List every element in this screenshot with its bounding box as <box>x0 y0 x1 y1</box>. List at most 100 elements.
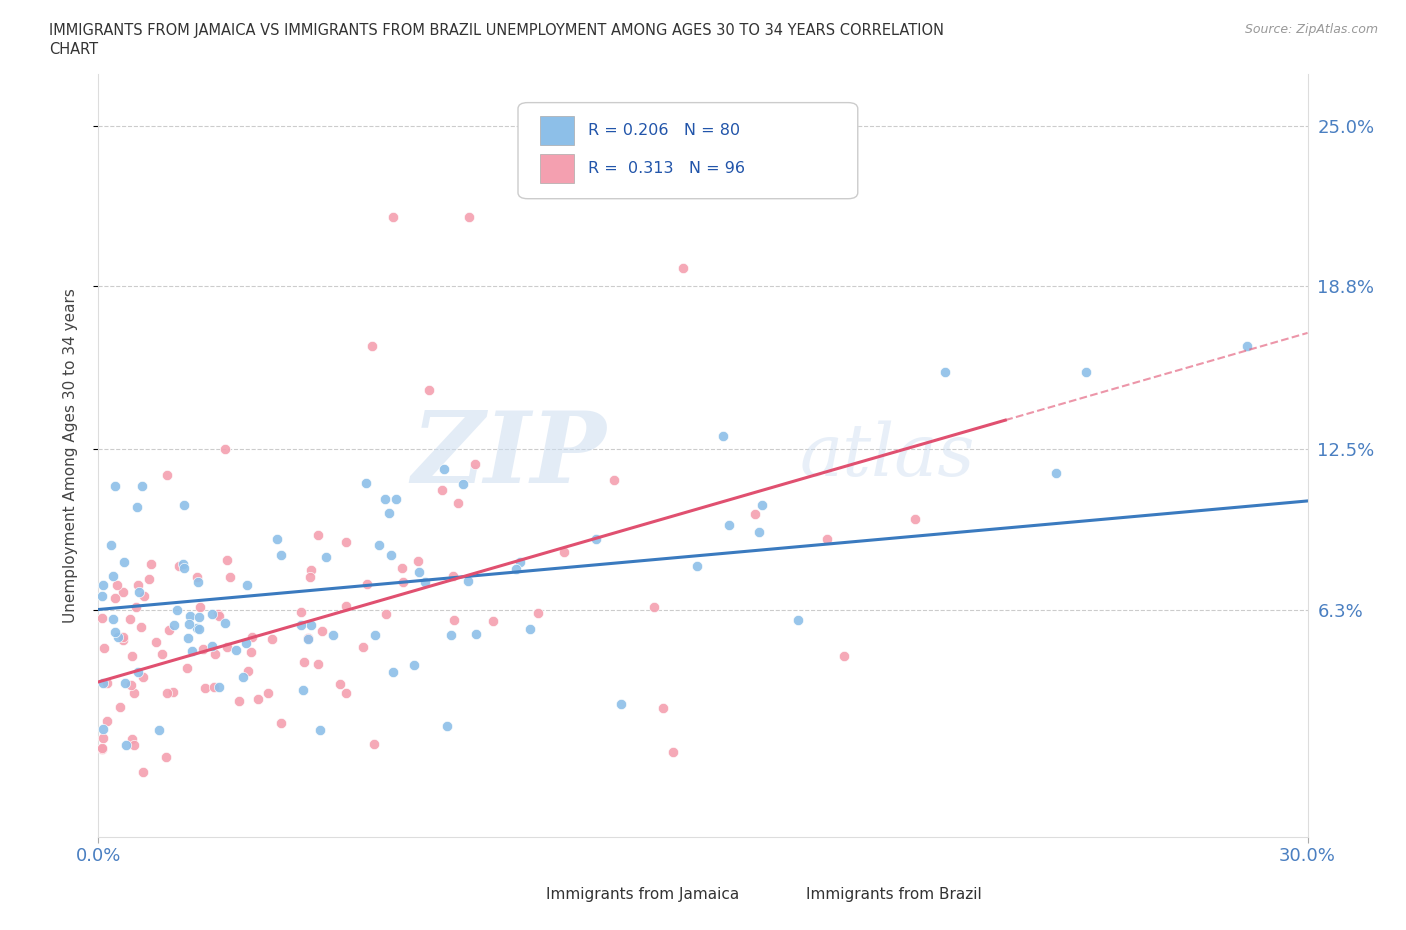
Point <box>91 578 114 592</box>
Point <box>408 565 430 579</box>
Point <box>297 631 319 646</box>
Text: IMMIGRANTS FROM JAMAICA VS IMMIGRANTS FROM BRAZIL UNEMPLOYMENT AMONG AGES 30 TO : IMMIGRANTS FROM JAMAICA VS IMMIGRANTS FR… <box>49 23 945 38</box>
Point <box>101 568 124 583</box>
Point <box>309 723 332 737</box>
Point <box>122 737 145 752</box>
Point <box>132 589 155 604</box>
Point <box>235 635 257 650</box>
Point <box>239 644 262 659</box>
Point <box>114 676 136 691</box>
Point <box>672 260 695 275</box>
Point <box>173 560 195 575</box>
Point <box>115 737 138 752</box>
Point <box>127 578 149 593</box>
Point <box>131 479 153 494</box>
Point <box>148 723 170 737</box>
Point <box>380 548 402 563</box>
FancyBboxPatch shape <box>540 115 574 144</box>
Point <box>91 676 114 691</box>
FancyBboxPatch shape <box>517 102 858 199</box>
Point <box>93 641 115 656</box>
Point <box>686 558 709 573</box>
Point <box>118 611 141 626</box>
Point <box>225 643 247 658</box>
Point <box>122 685 145 700</box>
Point <box>191 642 214 657</box>
Point <box>207 607 229 622</box>
Point <box>451 477 474 492</box>
Point <box>661 744 683 759</box>
Point <box>166 603 188 618</box>
Point <box>101 612 124 627</box>
Point <box>145 634 167 649</box>
Point <box>108 699 131 714</box>
Point <box>903 512 925 526</box>
Point <box>107 629 129 644</box>
Point <box>100 538 122 552</box>
Point <box>127 665 149 680</box>
Point <box>240 630 263 644</box>
Point <box>307 657 329 671</box>
Point <box>1074 365 1097 379</box>
Point <box>214 615 236 630</box>
Point <box>232 670 254 684</box>
Point <box>188 600 211 615</box>
Point <box>292 655 315 670</box>
Point <box>290 618 312 632</box>
Point <box>464 457 486 472</box>
Point <box>156 686 179 701</box>
Point <box>364 628 387 643</box>
Point <box>139 557 162 572</box>
Point <box>202 680 225 695</box>
Point <box>751 498 773 512</box>
Point <box>335 685 357 700</box>
Point <box>553 545 575 560</box>
Point <box>228 693 250 708</box>
Point <box>322 628 344 643</box>
Point <box>406 553 429 568</box>
Text: R =  0.313   N = 96: R = 0.313 N = 96 <box>588 161 745 176</box>
Point <box>643 599 665 614</box>
Point <box>103 624 125 639</box>
Text: R = 0.206   N = 80: R = 0.206 N = 80 <box>588 123 740 138</box>
Point <box>509 554 531 569</box>
Point <box>246 692 269 707</box>
Point <box>91 610 114 625</box>
Point <box>651 700 673 715</box>
Point <box>299 618 322 632</box>
Point <box>329 676 352 691</box>
Point <box>367 538 389 552</box>
Point <box>186 570 208 585</box>
Point <box>187 575 209 590</box>
Point <box>236 664 259 679</box>
Point <box>204 646 226 661</box>
Point <box>519 621 541 636</box>
Point <box>128 585 150 600</box>
Point <box>1045 465 1067 480</box>
Point <box>392 575 415 590</box>
Point <box>91 741 114 756</box>
Point <box>194 681 217 696</box>
Point <box>934 365 956 379</box>
Point <box>413 574 436 589</box>
Point <box>112 584 135 599</box>
Point <box>121 732 143 747</box>
Point <box>458 209 481 224</box>
Point <box>157 622 180 637</box>
Point <box>465 627 488 642</box>
Point <box>176 660 198 675</box>
Point <box>384 492 406 507</box>
Point <box>266 532 288 547</box>
Point <box>377 505 399 520</box>
Point <box>179 608 201 623</box>
Point <box>585 532 607 547</box>
Point <box>402 658 425 673</box>
Text: ZIP: ZIP <box>412 407 606 504</box>
Point <box>129 619 152 634</box>
Point <box>186 621 208 636</box>
Point <box>96 675 118 690</box>
Point <box>138 572 160 587</box>
Point <box>527 605 550 620</box>
Point <box>418 382 440 397</box>
Point <box>711 429 734 444</box>
